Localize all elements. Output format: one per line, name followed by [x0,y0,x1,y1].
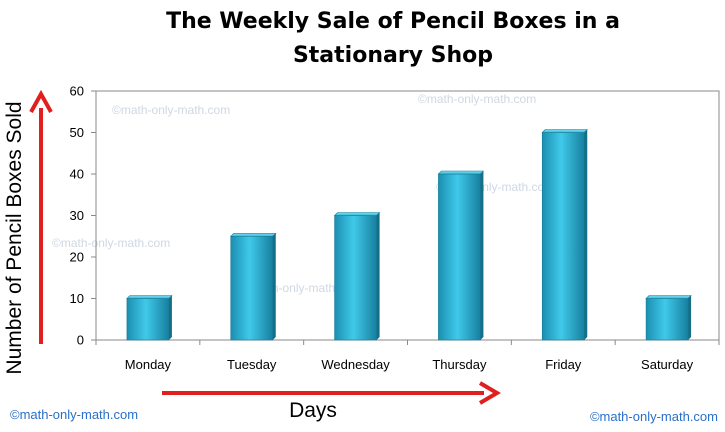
corner-watermark-left: ©math-only-math.com [10,407,138,422]
x-tick-label: Friday [545,357,582,372]
bar-body [334,215,377,341]
bar-body [645,298,689,341]
x-tick-label: Thursday [432,357,487,372]
bar-top [645,295,692,299]
bar-side [376,212,380,340]
plot-watermark: ©math-only-math.com [112,103,230,117]
x-tick-label: Tuesday [227,357,277,372]
y-tick-label: 50 [70,125,84,140]
x-tick-label: Monday [125,357,172,372]
bar [333,212,381,341]
x-axis-title: Days [289,399,337,422]
bar-side [688,295,692,340]
chart-title-line-1: The Weekly Sale of Pencil Boxes in a [166,9,620,34]
plot-watermark: ©math-only-math.com [52,236,170,250]
plot-watermark: ©math-only-math.com [418,92,536,106]
bar-series [126,129,692,341]
bar-body [126,298,170,341]
corner-watermark-right: ©math-only-math.com [590,409,718,424]
plot-area [95,90,720,341]
y-tick-label: 60 [70,84,84,99]
bar-body [541,132,585,341]
y-axis-title: Number of Pencil Boxes Sold [3,101,26,374]
y-tick-label: 0 [77,333,84,348]
bar-top [541,129,588,133]
bar-side [480,171,484,340]
x-axis: Monday Tuesday Wednesday Thursday Friday Satu… [95,339,720,372]
y-axis-arrow [29,89,53,344]
bar-top [437,170,485,175]
y-tick-label: 20 [70,250,84,265]
chart-title-line-2: Stationary Shop [293,43,493,68]
bar [437,170,485,341]
y-tick-label: 40 [70,167,84,182]
y-tick-label: 30 [70,208,84,223]
bar-top [333,212,381,216]
bar-side [584,129,588,340]
bar-body [230,235,274,341]
bar [645,295,692,341]
bar-side [272,233,276,340]
bar-top [230,232,277,237]
x-tick-label: Wednesday [321,357,390,372]
bar-side [168,295,172,340]
bar [541,129,588,341]
bar-body [438,173,481,341]
bar-top [126,295,173,299]
y-tick-label: 10 [70,291,84,306]
bar [230,232,277,341]
bar [126,295,173,341]
x-axis-arrow [162,381,501,405]
y-axis: 0 10 20 30 40 50 60 [70,84,97,348]
x-tick-label: Saturday [641,357,694,372]
